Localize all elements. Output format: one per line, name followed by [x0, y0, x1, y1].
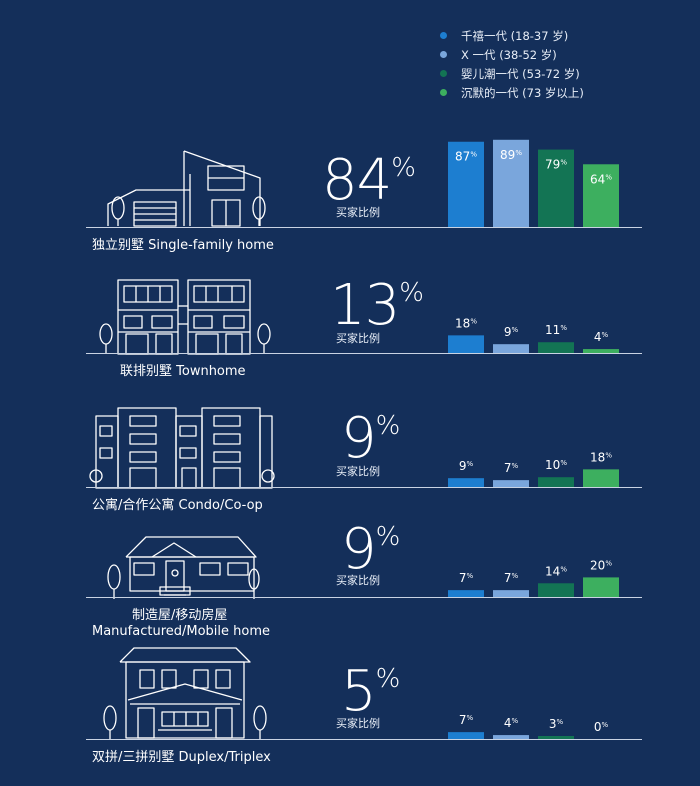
percent-sign: % [399, 278, 424, 308]
housing-type-label: 公寓/合作公寓 Condo/Co-op [92, 498, 263, 513]
duplex-icon [103, 647, 267, 740]
bar [538, 149, 574, 227]
bar-value-label: 0% [594, 720, 609, 734]
bar [538, 583, 574, 597]
percent-sign: % [375, 522, 401, 552]
housing-type-label: 双拼/三拼别墅 Duplex/Triplex [92, 750, 271, 765]
bar-value-label: 10% [545, 458, 567, 472]
row-baseline [86, 353, 642, 355]
bar-group: 18% 9% 11% 4% [448, 316, 619, 353]
bar [493, 590, 529, 597]
legend-swatch [440, 51, 447, 58]
overall-value: 9 [341, 406, 377, 471]
bar [448, 478, 484, 487]
bar [493, 735, 529, 739]
legend: 千禧一代 (18-37 岁) X 一代 (38-52 岁) 婴儿潮一代 (53-… [440, 26, 584, 102]
legend-label: 千禧一代 (18-37 岁) [461, 28, 569, 43]
bar-value-label: 87% [455, 150, 477, 164]
housing-type-label: Manufactured/Mobile home [92, 624, 271, 639]
bar-value-label: 9% [504, 325, 519, 339]
overall-percentage: 84% [322, 153, 416, 209]
overall-value: 13 [330, 273, 400, 338]
percent-sign: % [391, 153, 416, 183]
bar-value-label: 7% [459, 571, 474, 585]
legend-label: X 一代 (38-52 岁) [461, 47, 557, 62]
percent-sign: % [375, 411, 401, 441]
legend-item: X 一代 (38-52 岁) [440, 45, 584, 64]
bar-value-label: 64% [590, 172, 612, 186]
bar [493, 344, 529, 353]
legend-item: 沉默的一代 (73 岁以上) [440, 83, 584, 102]
bar-group: 87% 89% 79% 64% [448, 139, 619, 227]
legend-item: 婴儿潮一代 (53-72 岁) [440, 64, 584, 83]
manufactured-home-icon [107, 536, 260, 599]
legend-label: 沉默的一代 (73 岁以上) [461, 85, 584, 100]
housing-type-label: 联排别墅 Townhome [120, 364, 246, 379]
overall-percentage: 13% [330, 278, 424, 334]
bar [583, 164, 619, 227]
bar-value-label: 4% [594, 330, 609, 344]
housing-type-label: 独立别墅 Single-family home [92, 238, 274, 253]
overall-percentage: 5% [341, 664, 400, 720]
bar-group: 7% 4% 3% 0% [448, 713, 609, 739]
legend-swatch [440, 89, 447, 96]
bar-value-label: 4% [504, 716, 519, 730]
row-baseline [86, 739, 642, 741]
row-baseline [86, 597, 642, 599]
bar-group: 9% 7% 10% 18% [448, 450, 619, 487]
overall-value: 84 [322, 148, 392, 213]
legend-swatch [440, 32, 447, 39]
bar-value-label: 11% [545, 323, 567, 337]
overall-caption: 买家比例 [336, 574, 380, 587]
overall-percentage: 9% [341, 411, 400, 467]
single-family-house-icon [107, 150, 266, 227]
bar-value-label: 9% [459, 459, 474, 473]
bar [538, 342, 574, 353]
overall-caption: 买家比例 [336, 332, 380, 345]
bar-value-label: 3% [549, 717, 564, 731]
bar-value-label: 7% [504, 571, 519, 585]
bar [538, 736, 574, 739]
bar-value-label: 18% [455, 316, 477, 330]
bar-value-label: 14% [545, 564, 567, 578]
bar [493, 480, 529, 487]
bar [538, 477, 574, 487]
bar [493, 139, 529, 227]
bar [583, 469, 619, 487]
bar-value-label: 79% [545, 158, 567, 172]
overall-percentage: 9% [341, 522, 400, 578]
bar-value-label: 7% [504, 461, 519, 475]
condo-building-icon [89, 407, 275, 489]
bar-value-label: 18% [590, 450, 612, 464]
bar [448, 141, 484, 227]
row-baseline [86, 227, 642, 229]
legend-item: 千禧一代 (18-37 岁) [440, 26, 584, 45]
bar-value-label: 20% [590, 558, 612, 572]
bar [448, 732, 484, 739]
housing-type-label: 制造屋/移动房屋 [132, 608, 228, 623]
bar-group: 7% 7% 14% 20% [448, 558, 619, 597]
bar-value-label: 7% [459, 713, 474, 727]
overall-value: 5 [341, 659, 377, 724]
overall-caption: 买家比例 [336, 717, 380, 730]
bar [448, 335, 484, 353]
overall-caption: 买家比例 [336, 206, 380, 219]
townhome-icon [99, 279, 271, 355]
percent-sign: % [375, 664, 401, 694]
bar [448, 590, 484, 597]
row-baseline [86, 487, 642, 489]
bar [583, 349, 619, 353]
overall-value: 9 [341, 517, 377, 582]
bar-value-label: 89% [500, 148, 522, 162]
legend-label: 婴儿潮一代 (53-72 岁) [461, 66, 580, 81]
legend-swatch [440, 70, 447, 77]
bar [583, 577, 619, 597]
overall-caption: 买家比例 [336, 465, 380, 478]
